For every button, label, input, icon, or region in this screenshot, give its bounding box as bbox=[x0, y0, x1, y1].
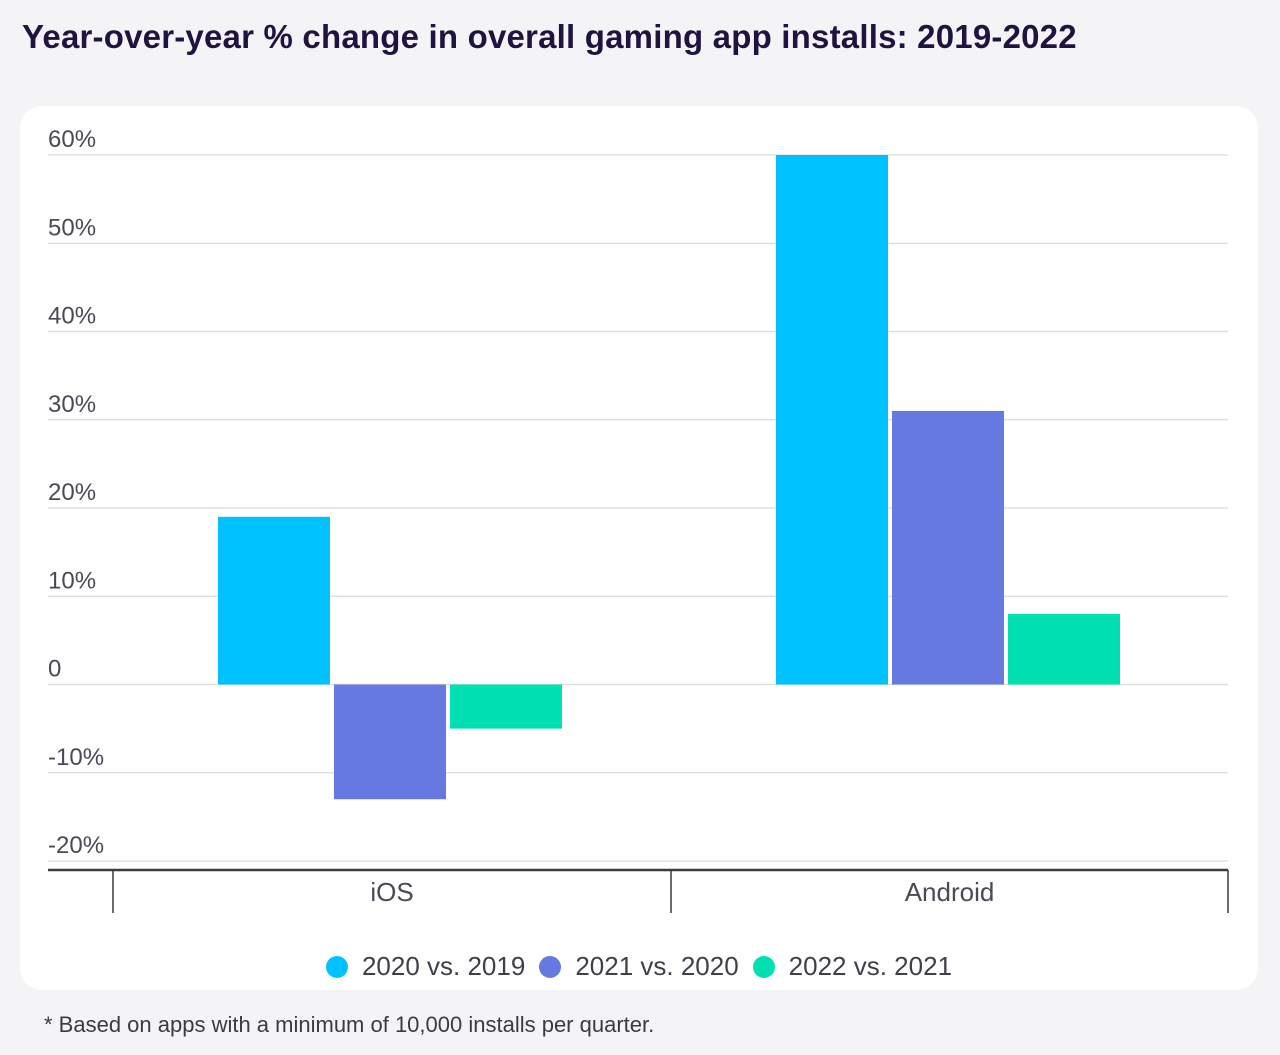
bar-ios-series-2 bbox=[334, 684, 446, 800]
bar-android-series-2 bbox=[892, 410, 1004, 685]
bar-ios-series-1 bbox=[218, 516, 330, 685]
legend-item: 2021 vs. 2020 bbox=[539, 951, 739, 982]
chart-legend: 2020 vs. 2019 2021 vs. 2020 2022 vs. 2021 bbox=[20, 951, 1258, 982]
chart-card: 60% 50% 40% 30% 20% 10% 0 -10% -20% iOS Android 20… bbox=[20, 106, 1258, 990]
bar-chart: 60% 50% 40% 30% 20% 10% 0 -10% -20% iOS Android bbox=[48, 126, 1229, 913]
legend-swatch bbox=[539, 955, 562, 978]
x-category-label: iOS bbox=[370, 877, 413, 907]
y-tick-label: 10% bbox=[48, 567, 96, 594]
bar-ios-series-3 bbox=[450, 684, 562, 729]
bar-android-series-3 bbox=[1008, 613, 1120, 685]
legend-label: 2021 vs. 2020 bbox=[575, 951, 739, 981]
legend-label: 2022 vs. 2021 bbox=[788, 951, 953, 981]
y-tick-label: -20% bbox=[48, 832, 104, 859]
y-tick-label: 20% bbox=[48, 479, 96, 506]
legend-item: 2022 vs. 2021 bbox=[752, 951, 953, 982]
footnote: * Based on apps with a minimum of 10,000… bbox=[44, 1012, 655, 1037]
y-tick-label: 30% bbox=[48, 391, 96, 418]
y-tick-label: 50% bbox=[48, 214, 96, 241]
legend-swatch bbox=[752, 955, 775, 978]
bar-android-series-1 bbox=[776, 155, 888, 685]
legend-item: 2020 vs. 2019 bbox=[325, 951, 526, 982]
y-tick-label: 0 bbox=[48, 656, 61, 683]
y-tick-label: 40% bbox=[48, 303, 96, 330]
y-tick-label: 60% bbox=[48, 126, 96, 153]
x-category-label: Android bbox=[905, 877, 995, 907]
legend-label: 2020 vs. 2019 bbox=[361, 951, 526, 981]
legend-swatch bbox=[325, 955, 348, 978]
y-tick-label: -10% bbox=[48, 744, 104, 771]
chart-title: Year-over-year % change in overall gamin… bbox=[22, 18, 1077, 55]
